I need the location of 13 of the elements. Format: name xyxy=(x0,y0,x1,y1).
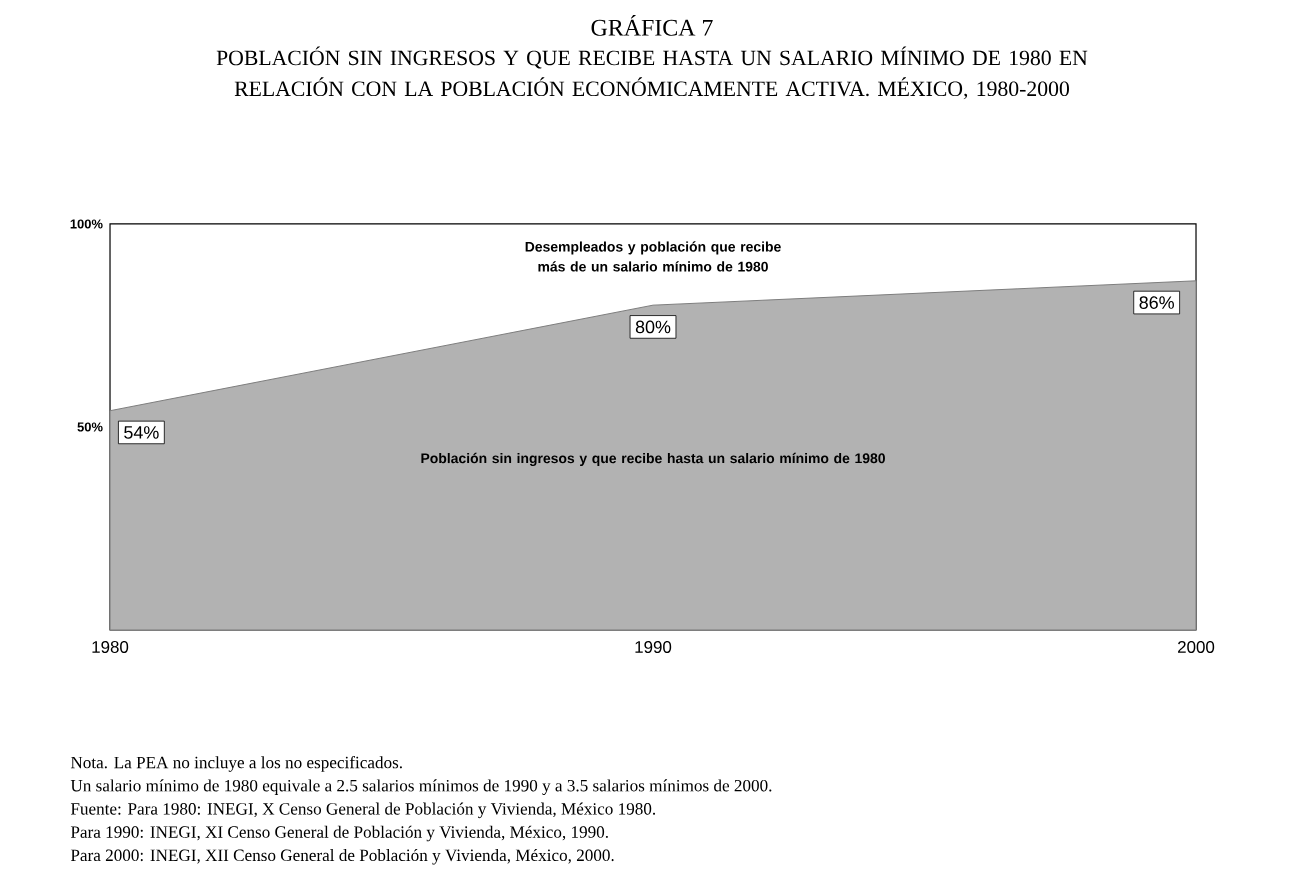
text: Nota. La PEA no incluye a los no especificados. xyxy=(70,756,402,772)
data-label: 54% xyxy=(124,426,159,439)
data-label: 80% xyxy=(635,320,671,334)
x-tick-label: 1980 xyxy=(92,641,129,653)
chart-subtitle: POBLACIÓN SIN INGRESOS Y QUE RECIBE HASTA UN SALARIO MÍNIMO DE 1980 EN RELACIÓN CON LA POBLACIÓN ECONÓMICAMENTE ACTIVA. MÉXICO, 1980-2000 xyxy=(216,46,1088,100)
text: Para 1990: INEGI, XI Censo General de Población y Vivienda, México, 1990. xyxy=(70,825,608,842)
text: Un salario mínimo de 1980 equivale a 2.5 salarios mínimos de 1990 y a 3.5 salarios mínimos de 2000. xyxy=(70,779,772,795)
x-tick-label: 2000 xyxy=(1178,641,1215,653)
data-label: 86% xyxy=(1139,296,1174,309)
chart-title: GRÁFICA 7 xyxy=(591,15,713,36)
source-note: Fuente: Para 1980: INEGI, X Censo General de Población y Vivienda, México 1980. xyxy=(70,802,656,819)
x-tick-label: 1990 xyxy=(635,641,672,653)
text: Para 2000: INEGI, XII Censo General de Población y Vivienda, México, 2000. xyxy=(70,848,614,865)
